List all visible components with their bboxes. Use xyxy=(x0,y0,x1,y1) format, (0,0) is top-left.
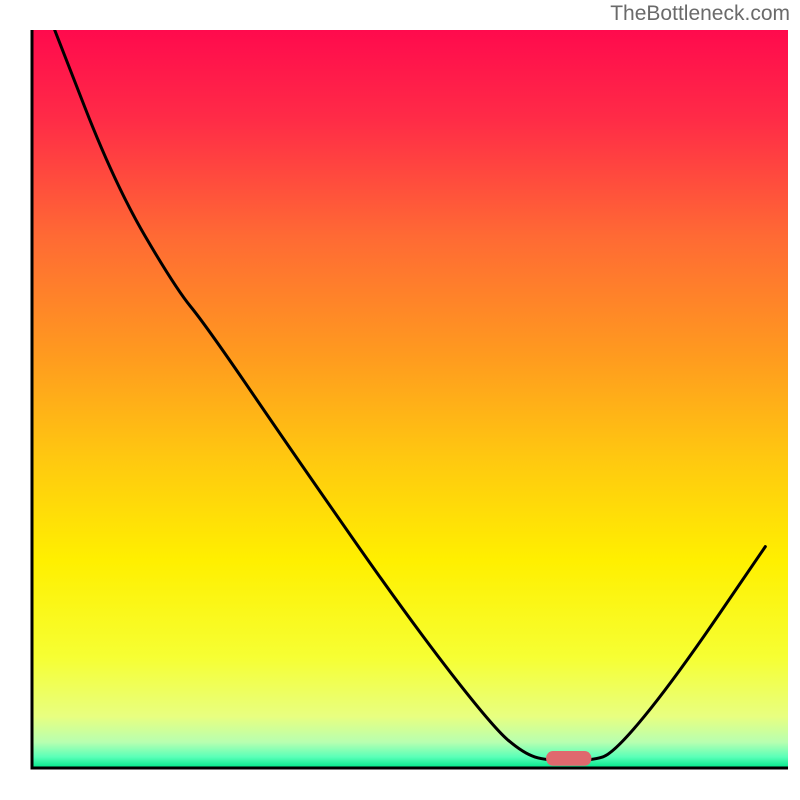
watermark-text: TheBottleneck.com xyxy=(610,2,790,26)
chart-svg xyxy=(10,30,790,790)
bottleneck-chart xyxy=(10,30,790,790)
